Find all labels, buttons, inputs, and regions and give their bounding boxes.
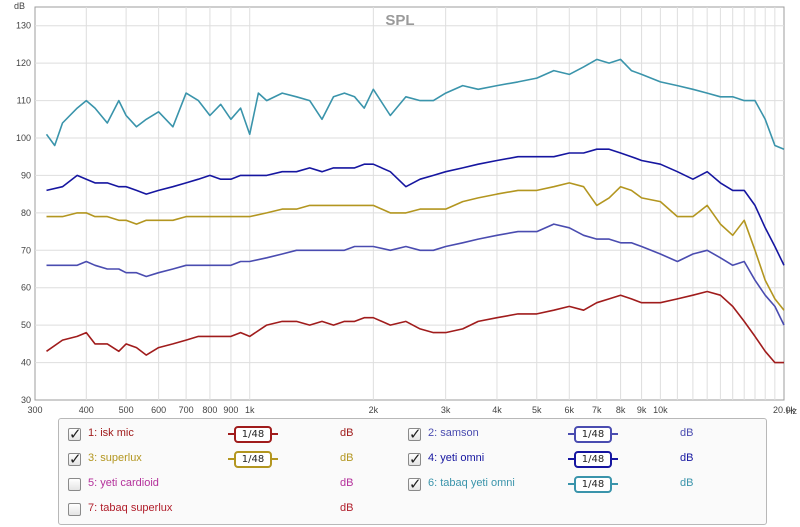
series-line-samson	[46, 223, 785, 326]
spl-chart: 30 40 50 60 70 80 90 100 110 120 130 300 400 500 600 70…	[14, 1, 797, 416]
legend-checkbox-isk-mic[interactable]: ✓	[68, 425, 82, 443]
y-tick-label: 130	[16, 21, 31, 31]
legend-label: 2: samson	[428, 427, 479, 439]
legend-item-tabaq-superlux: 7: tabaq superlux dB	[68, 500, 388, 520]
y-tick-label: 90	[21, 170, 31, 180]
x-tick-label: 4k	[492, 405, 502, 415]
x-tick-label: 6k	[565, 405, 575, 415]
checkmark-icon: ✓	[409, 475, 422, 493]
series-line-superlux	[46, 182, 785, 311]
x-tick-label: 700	[179, 405, 194, 415]
legend-panel: ✓ 1: isk mic 1/48 dB ✓ 2: samson 1/48 dB ✓ 3: sup…	[58, 418, 767, 525]
y-tick-label: 50	[21, 320, 31, 330]
y-tick-label: 100	[16, 133, 31, 143]
legend-label: 3: superlux	[88, 452, 142, 464]
y-tick-label: 30	[21, 395, 31, 405]
legend-unit: dB	[680, 477, 694, 489]
x-tick-label: 3k	[441, 405, 451, 415]
x-tick-label: 2k	[369, 405, 379, 415]
legend-item-superlux: ✓ 3: superlux 1/48 dB	[68, 450, 388, 470]
x-tick-label: 500	[119, 405, 134, 415]
series-lines	[45, 58, 785, 364]
x-tick-label: 1k	[245, 405, 255, 415]
chart-title: SPL	[385, 12, 414, 29]
checkmark-icon: ✓	[409, 425, 422, 443]
legend-item-samson: ✓ 2: samson 1/48 dB	[408, 425, 728, 445]
x-tick-label: 9k	[637, 405, 647, 415]
legend-label: 1: isk mic	[88, 427, 134, 439]
smoothing-selector[interactable]: 1/48	[228, 426, 278, 443]
legend-label: 7: tabaq superlux	[88, 502, 173, 514]
series-line-tabaq-yeti-omni	[45, 58, 785, 150]
smoothing-selector[interactable]: 1/48	[568, 476, 618, 493]
series-line-yeti-omni	[46, 148, 785, 266]
y-tick-label: 70	[21, 245, 31, 255]
legend-unit: dB	[340, 427, 354, 439]
legend-label: 4: yeti omni	[428, 452, 485, 464]
x-tick-label: 300	[27, 405, 42, 415]
x-tick-label: 10k	[653, 405, 668, 415]
legend-checkbox-samson[interactable]: ✓	[408, 425, 422, 443]
smoothing-selector[interactable]: 1/48	[568, 451, 618, 468]
legend-checkbox-yeti-cardioid[interactable]	[68, 478, 81, 491]
y-tick-label: 80	[21, 208, 31, 218]
legend-checkbox-yeti-omni[interactable]: ✓	[408, 450, 422, 468]
legend-item-tabaq-yeti-omni: ✓ 6: tabaq yeti omni 1/48 dB	[408, 475, 728, 495]
legend-unit: dB	[340, 502, 354, 514]
y-tick-label: 110	[17, 96, 31, 106]
legend-label: 6: tabaq yeti omni	[428, 477, 515, 489]
x-tick-label: 600	[151, 405, 166, 415]
legend-checkbox-tabaq-superlux[interactable]	[68, 503, 81, 516]
x-tick-label: 7k	[592, 405, 602, 415]
legend-checkbox-tabaq-yeti-omni[interactable]: ✓	[408, 475, 422, 493]
legend-item-yeti-omni: ✓ 4: yeti omni 1/48 dB	[408, 450, 728, 470]
y-tick-label: 40	[21, 358, 31, 368]
series-line-isk-mic	[46, 290, 784, 364]
y-tick-label: 60	[21, 283, 31, 293]
legend-unit: dB	[340, 452, 354, 464]
x-tick-label: 400	[79, 405, 94, 415]
x-tick-label: 800	[202, 405, 217, 415]
plot-area	[34, 6, 785, 401]
axis-ticks: 30 40 50 60 70 80 90 100 110 120 130 300 400 500 600 70…	[16, 21, 796, 415]
legend-unit: dB	[680, 427, 694, 439]
checkmark-icon: ✓	[69, 425, 82, 443]
legend-unit: dB	[340, 477, 354, 489]
legend-item-isk-mic: ✓ 1: isk mic 1/48 dB	[68, 425, 388, 445]
legend-item-yeti-cardioid: 5: yeti cardioid dB	[68, 475, 388, 495]
legend-checkbox-superlux[interactable]: ✓	[68, 450, 82, 468]
x-tick-label: 5k	[532, 405, 542, 415]
smoothing-selector[interactable]: 1/48	[568, 426, 618, 443]
x-axis-unit: Hz	[786, 406, 797, 416]
checkmark-icon: ✓	[409, 450, 422, 468]
y-axis-unit: dB	[14, 1, 25, 11]
x-tick-label: 20.0k	[773, 405, 796, 415]
legend-label: 5: yeti cardioid	[88, 477, 159, 489]
y-tick-label: 120	[16, 58, 31, 68]
x-tick-label: 900	[223, 405, 238, 415]
legend-unit: dB	[680, 452, 694, 464]
checkmark-icon: ✓	[69, 450, 82, 468]
grid	[35, 7, 784, 400]
smoothing-selector[interactable]: 1/48	[228, 451, 278, 468]
x-tick-label: 8k	[616, 405, 626, 415]
